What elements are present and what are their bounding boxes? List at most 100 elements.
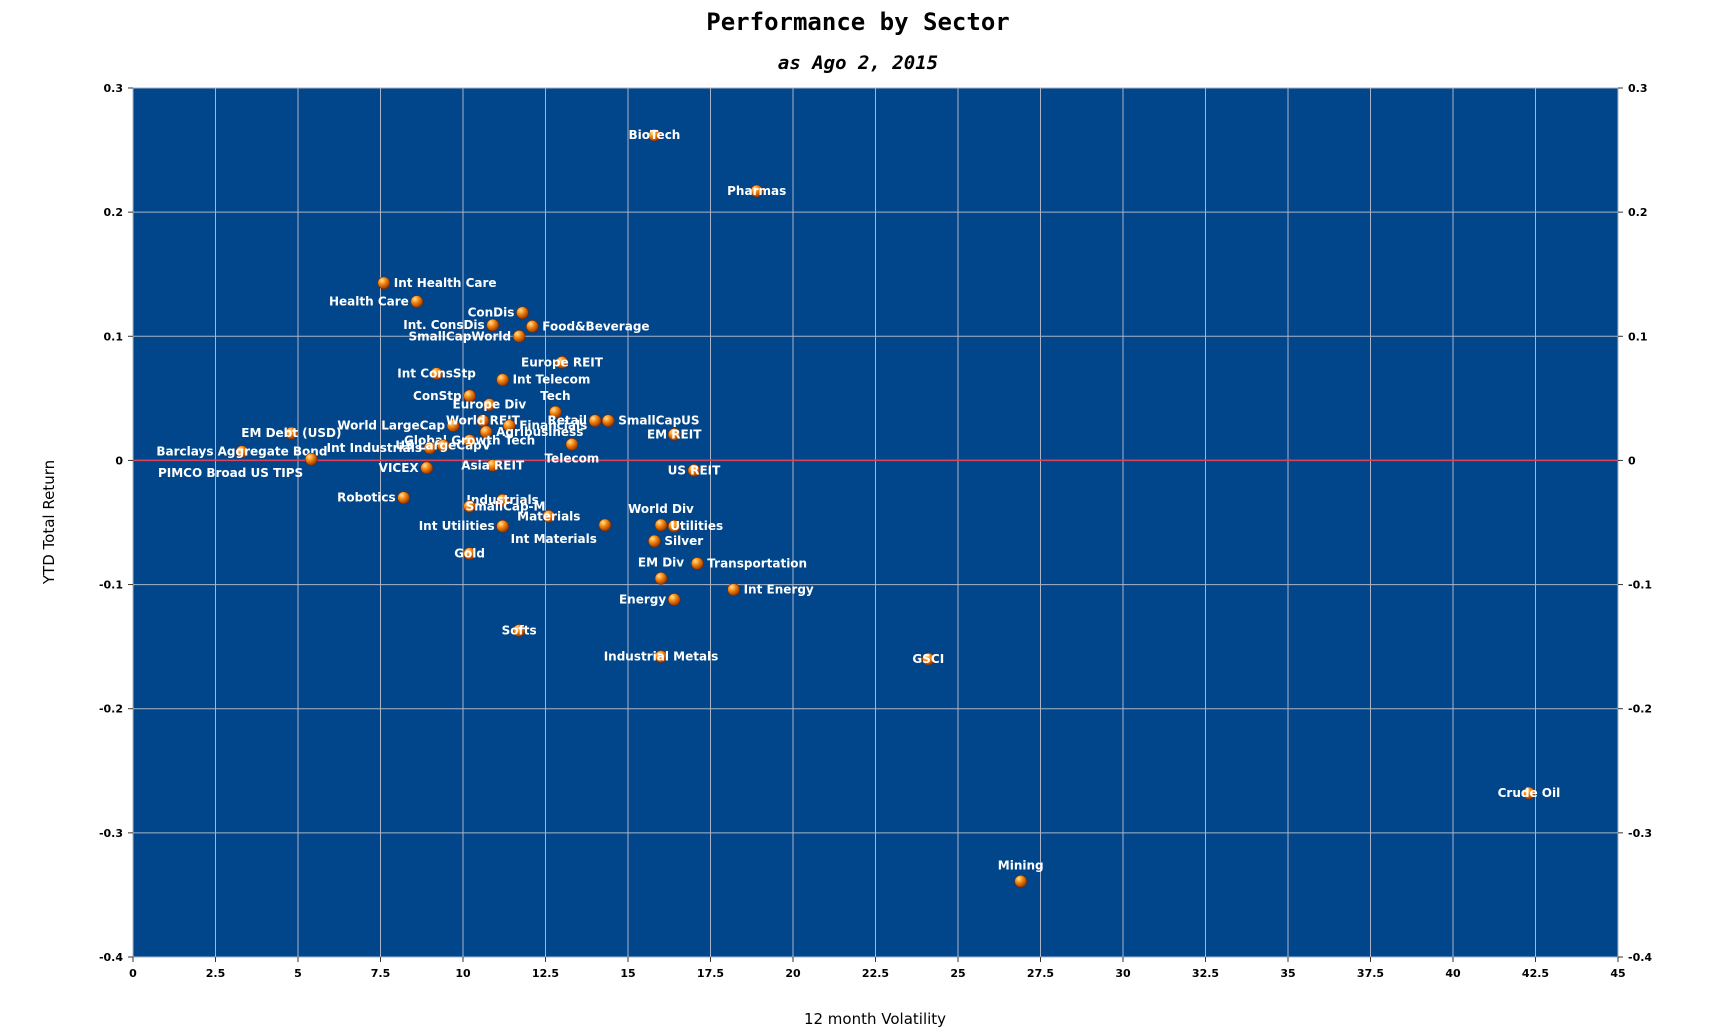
point-marker [377, 276, 391, 290]
chart-subtitle: as Ago 2, 2015 [778, 52, 938, 74]
data-point: Health Care [329, 295, 424, 309]
point-marker [410, 295, 424, 308]
point-marker [598, 518, 612, 532]
point-marker [654, 518, 668, 532]
data-point: Industrials [466, 493, 538, 507]
point-marker [727, 583, 740, 596]
point-label: Industrial Metals [604, 650, 719, 664]
point-label: Robotics [337, 491, 395, 505]
point-label: EM Div [638, 555, 684, 569]
y-tick-label-left: 0.1 [104, 330, 124, 343]
point-label: Europe REIT [521, 355, 604, 369]
data-point: World Div [628, 502, 694, 532]
point-marker [430, 367, 443, 380]
data-point: Materials [517, 509, 580, 523]
data-point: Mining [998, 858, 1044, 888]
point-marker [446, 419, 460, 432]
x-axis-label: 12 month Volatility [804, 1010, 946, 1028]
data-point: VICEX [379, 461, 434, 475]
y-tick-label-right: -0.4 [1628, 951, 1652, 964]
x-tick-label: 32.5 [1192, 967, 1219, 980]
data-point: BioTech [628, 128, 680, 142]
data-point: Industrial Metals [604, 650, 719, 664]
data-point: Europe REIT [521, 355, 604, 369]
point-label: Global Growth Tech [404, 434, 535, 448]
x-tick-label: 30 [1115, 967, 1131, 980]
point-label: Int ConsStp [397, 367, 476, 381]
data-point: PIMCO Broad US TIPS [158, 452, 318, 480]
point-marker [285, 426, 298, 440]
data-point: World LargeCap [337, 419, 460, 433]
point-marker [502, 419, 516, 432]
point-marker [479, 425, 493, 439]
point-label: Tech [540, 389, 570, 403]
y-tick-label-left: -0.1 [99, 579, 123, 592]
point-marker [565, 437, 579, 451]
data-point: Tech [540, 389, 571, 419]
data-point: Silver [648, 534, 703, 548]
point-marker [496, 519, 509, 533]
y-tick-label-left: -0.4 [99, 951, 123, 964]
data-point: Int Materials [511, 518, 612, 546]
point-marker [235, 445, 249, 459]
point-marker [750, 184, 764, 198]
data-point: SmallCap-M [463, 499, 545, 513]
point-label: Mining [998, 858, 1044, 872]
data-point: EM Div [638, 555, 684, 585]
data-point: ConStp [413, 389, 476, 403]
x-tick-label: 10 [455, 967, 471, 980]
point-label: Industrials [466, 493, 538, 507]
y-tick-label-right: 0 [1628, 454, 1636, 467]
point-label: Utilities [670, 519, 723, 533]
point-marker [420, 461, 434, 475]
x-tick-label: 2.5 [206, 967, 226, 980]
point-label: Crude Oil [1498, 786, 1561, 800]
y-axis-label: YTD Total Return [40, 460, 58, 585]
point-marker [483, 398, 496, 411]
point-marker [486, 318, 500, 332]
point-marker [512, 624, 526, 637]
point-label: SmallCapUS [618, 414, 699, 428]
point-label: World Div [628, 502, 694, 516]
point-marker [667, 519, 681, 533]
data-point: Europe Div [453, 398, 527, 412]
data-point: Int Industrials [327, 441, 437, 455]
data-point: Int Utilities [419, 519, 509, 533]
point-marker [525, 320, 539, 333]
x-tick-label: 25 [950, 967, 965, 980]
point-marker [486, 459, 500, 472]
point-label: Barclays Aggregate Bond [156, 445, 327, 459]
y-tick-label-right: 0.2 [1628, 206, 1648, 219]
data-point: EM REIT [647, 427, 702, 441]
y-tick-label-right: -0.3 [1628, 827, 1652, 840]
point-marker [648, 128, 661, 142]
point-label: Materials [517, 509, 580, 523]
data-points: BioTech Pharmas Int Health Care Health Care… [156, 128, 1561, 888]
x-tick-label: 22.5 [862, 967, 889, 980]
point-marker [654, 650, 668, 663]
point-label: Financials [519, 419, 587, 433]
data-point: Int. ConsDis [403, 318, 500, 332]
data-point: Crude Oil [1498, 786, 1561, 800]
point-marker [496, 373, 509, 387]
data-point: World REIT [446, 414, 521, 428]
point-marker [1522, 786, 1536, 800]
data-point: Barclays Aggregate Bond [156, 445, 327, 459]
data-point: Telecom [544, 437, 599, 465]
data-point: US LargeCapV [395, 439, 491, 453]
x-tick-label: 37.5 [1357, 967, 1384, 980]
x-tick-label: 12.5 [532, 967, 559, 980]
data-point: Pharmas [727, 184, 786, 198]
y-axis-ticks-right: 0.3 0.2 0.1 0 -0.1 -0.2 -0.3 -0.4 [1618, 82, 1652, 964]
point-marker [549, 405, 562, 419]
point-marker [397, 491, 410, 504]
x-tick-label: 5 [294, 967, 302, 980]
point-label: World LargeCap [337, 419, 445, 433]
point-label: Agribusiness [496, 425, 583, 439]
x-tick-label: 7.5 [371, 967, 391, 980]
point-label: EM REIT [647, 427, 702, 441]
point-marker [690, 557, 704, 570]
data-point: SmallCapWorld [408, 329, 526, 343]
point-marker [654, 572, 668, 585]
point-marker [667, 428, 681, 441]
